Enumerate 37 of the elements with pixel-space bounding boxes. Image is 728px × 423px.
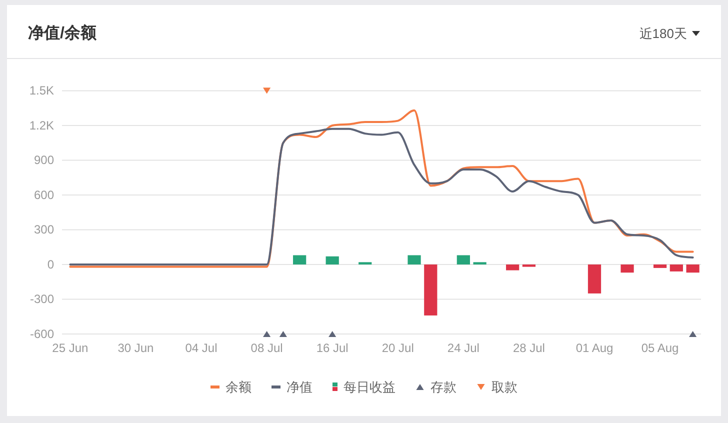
bar [424, 264, 438, 316]
bar [506, 264, 520, 270]
bar [588, 264, 602, 294]
x-tick-label: 20 Jul [382, 341, 414, 355]
x-tick-label: 04 Jul [185, 341, 218, 355]
bar [670, 264, 683, 272]
x-tick-label: 01 Aug [576, 341, 614, 355]
bar [653, 264, 667, 268]
bar [522, 264, 536, 267]
y-tick-label: -300 [30, 292, 54, 306]
bar [326, 256, 339, 264]
x-tick-label: 30 Jun [118, 341, 154, 355]
y-tick-label: -600 [30, 327, 54, 341]
legend-label: 净值 [286, 380, 312, 394]
x-tick-label: 16 Jul [316, 341, 348, 355]
bar [686, 264, 700, 273]
legend-label: 存款 [430, 380, 456, 394]
x-tick-label: 25 Jun [52, 341, 88, 355]
y-tick-label: 600 [34, 188, 54, 202]
legend-label: 余额 [226, 380, 252, 394]
y-tick-label: 300 [34, 222, 54, 237]
y-tick-label: 0 [47, 257, 54, 272]
y-tick-label: 1.2K [29, 118, 54, 132]
y-tick-label: 1.5K [29, 84, 54, 98]
bar [456, 255, 470, 264]
x-tick-label: 08 Jul [250, 341, 283, 355]
legend-label: 每日收益 [344, 380, 396, 394]
bar [620, 264, 634, 273]
text: 近180天 [639, 26, 687, 41]
chart-title: 净值/余额 [28, 24, 98, 42]
bar [293, 255, 306, 264]
x-tick-label: 24 Jul [447, 341, 480, 355]
legend-label: 取款 [492, 380, 518, 394]
x-tick-label: 28 Jul [512, 341, 545, 355]
bar [408, 255, 421, 264]
y-tick-label: 900 [34, 153, 54, 168]
x-tick-label: 05 Aug [641, 341, 679, 355]
